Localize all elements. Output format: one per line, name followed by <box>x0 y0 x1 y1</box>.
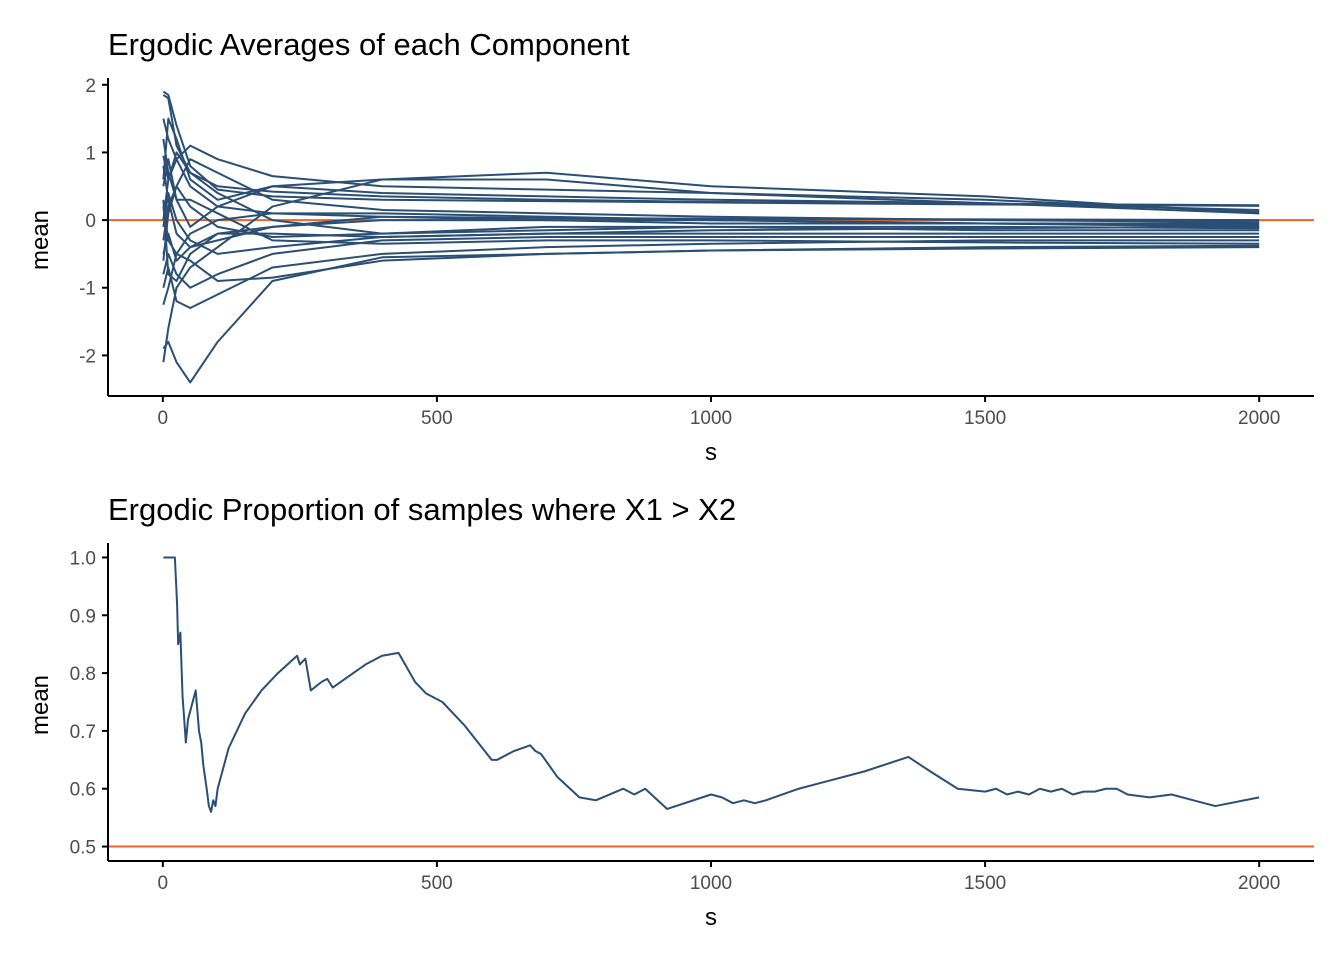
y-tick-label: -1 <box>79 279 96 300</box>
series-line-19 <box>162 138 1260 245</box>
x-tick-label: 500 <box>421 873 453 894</box>
x-ticks: 0 500 1000 1500 2000 <box>158 861 1280 894</box>
x-axis-label: s <box>705 904 717 931</box>
y-ticks: 0.5 0.6 0.7 0.8 0.9 1.0 <box>70 548 108 859</box>
x-tick-label: 1500 <box>964 873 1006 894</box>
chart-title: Ergodic Averages of each Component <box>108 27 630 62</box>
averages-panel: Ergodic Averages of each Component -2 -1 0… <box>27 27 1314 466</box>
series-line-1 <box>163 556 1260 813</box>
series-line-17 <box>162 192 1260 255</box>
x-axis-label: s <box>705 439 717 466</box>
y-tick-label: 0.9 <box>70 606 96 627</box>
x-tick-label: 2000 <box>1238 873 1280 894</box>
series-line-14 <box>162 246 1260 384</box>
y-tick-label: 1.0 <box>70 548 96 569</box>
series-line-13 <box>162 244 1260 305</box>
y-axis-label: mean <box>27 210 54 270</box>
x-tick-label: 0 <box>158 408 169 429</box>
series-line-16 <box>162 117 1260 211</box>
chart-title: Ergodic Proportion of samples where X1 >… <box>108 492 736 527</box>
x-tick-label: 1000 <box>690 408 732 429</box>
series-line-18 <box>162 199 1260 282</box>
x-tick-label: 500 <box>421 408 453 429</box>
proportion-panel: Ergodic Proportion of samples where X1 >… <box>27 492 1314 931</box>
series-line-15 <box>162 171 1260 363</box>
x-ticks: 0 500 1000 1500 2000 <box>158 396 1280 429</box>
x-tick-label: 0 <box>158 873 169 894</box>
y-tick-label: 1 <box>85 143 96 164</box>
x-tick-label: 2000 <box>1238 408 1280 429</box>
y-tick-label: 0.8 <box>70 664 96 685</box>
y-tick-label: 0.7 <box>70 722 96 743</box>
series-line-20 <box>162 185 1260 261</box>
series-line-2 <box>162 94 1260 207</box>
x-tick-label: 1000 <box>690 873 732 894</box>
y-tick-label: 0.5 <box>70 838 96 859</box>
y-tick-label: 0.6 <box>70 780 96 801</box>
x-tick-label: 1500 <box>964 408 1006 429</box>
series-line-12 <box>162 239 1260 310</box>
series-line-10 <box>162 232 1260 262</box>
y-tick-label: 2 <box>85 76 96 97</box>
series-lines <box>162 90 1260 384</box>
y-tick-label: 0 <box>85 211 96 232</box>
y-axis-label: mean <box>27 675 54 735</box>
y-tick-label: -2 <box>79 346 96 367</box>
series-line-8 <box>162 151 1260 235</box>
series-line-4 <box>162 144 1260 213</box>
series-lines <box>163 556 1260 813</box>
y-ticks: -2 -1 0 1 2 <box>79 76 108 367</box>
